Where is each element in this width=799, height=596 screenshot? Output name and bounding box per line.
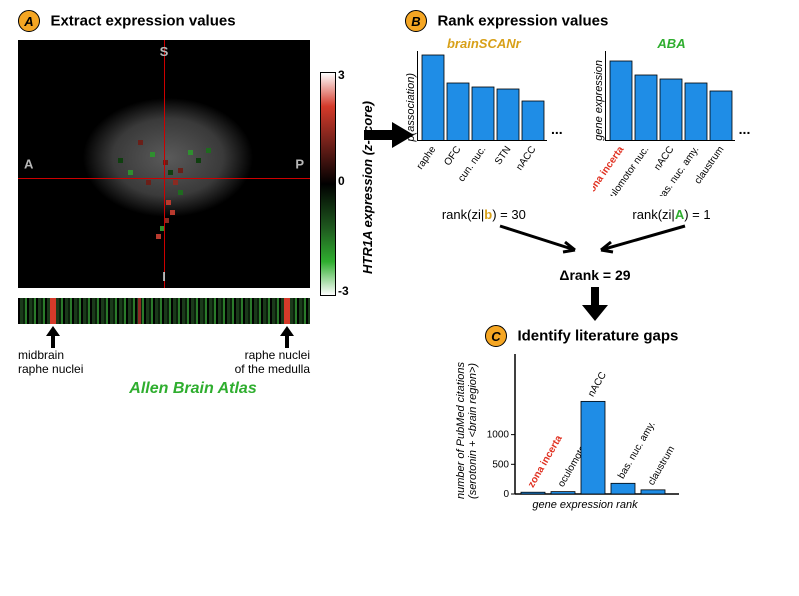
voxel (196, 158, 201, 163)
panel-c-xlabel: gene expression rank (495, 499, 675, 511)
panel-c-header: C Identify literature gaps (485, 325, 785, 347)
panel-a-header: A Extract expression values (18, 10, 368, 32)
panel-b-title: Rank expression values (437, 13, 608, 30)
voxel (173, 180, 178, 185)
voxel (170, 210, 175, 215)
voxel (168, 170, 173, 175)
converging-arrows (405, 222, 765, 262)
svg-text:nACC: nACC (652, 144, 676, 172)
svg-text:claustrum: claustrum (646, 444, 677, 487)
arrow-down-icon (582, 287, 608, 321)
expression-heatstrip (18, 298, 310, 324)
chart-aba: ABA gene expression ... zona incertaocul… (593, 36, 751, 222)
svg-text:nACC: nACC (586, 370, 609, 399)
brain-viewer: S I A P (18, 40, 310, 288)
colorbar-min: -3 (338, 284, 349, 298)
chart-brainscanr-xticks: rapheOFCcun. nuc.STNnACC (405, 141, 553, 196)
axis-p: P (295, 157, 304, 172)
crosshair-vertical (164, 40, 165, 288)
panel-c-bars: 05001000zona incertaoculomotor nuc.nACCb… (479, 349, 679, 499)
panel-c-title: Identify literature gaps (517, 328, 678, 345)
panel-c-badge: C (485, 325, 507, 347)
voxel (118, 158, 123, 163)
voxel (188, 150, 193, 155)
chart-aba-xticks: zona incertaoculomotor nuc.nACCbas. nuc.… (593, 141, 741, 196)
chart-aba-title: ABA (593, 36, 751, 51)
svg-text:nACC: nACC (514, 144, 538, 172)
svg-text:1000: 1000 (487, 430, 510, 441)
voxel (146, 180, 151, 185)
heat-left-label: midbrain raphe nuclei (18, 348, 158, 376)
ellipsis: ... (547, 121, 563, 141)
voxel (178, 190, 183, 195)
delta-rank: Δrank = 29 (405, 267, 785, 283)
panel-a-title: Extract expression values (50, 13, 235, 30)
panel-b-header: B Rank expression values (405, 10, 785, 32)
panel-c: C Identify literature gaps number of Pub… (405, 325, 785, 511)
rank-eq-b: rank(zi|b) = 30 (405, 207, 563, 222)
voxel (150, 152, 155, 157)
voxel (156, 234, 161, 239)
chart-aba-bars (605, 51, 735, 141)
arrow-up-icon (44, 326, 62, 348)
chart-brainscanr-title: brainSCANr (405, 36, 563, 51)
svg-text:500: 500 (493, 459, 510, 470)
panel-a: A Extract expression values S I A P 3 0 … (18, 10, 368, 398)
panel-b-badge: B (405, 10, 427, 32)
chart-brainscanr-ylabel: p(association) (405, 73, 417, 141)
chart-brainscanr: brainSCANr p(association) ... rapheOFCcu… (405, 36, 563, 222)
heat-left-pointer: midbrain raphe nuclei (18, 326, 158, 376)
panel-a-badge: A (18, 10, 40, 32)
svg-text:0: 0 (504, 489, 510, 499)
voxel (206, 148, 211, 153)
chart-brainscanr-bars (417, 51, 547, 141)
axis-i: I (162, 269, 166, 284)
colorbar-max: 3 (338, 68, 345, 82)
chart-aba-ylabel: gene expression (593, 60, 605, 141)
atlas-name: Allen Brain Atlas (18, 380, 368, 398)
heat-right-label: raphe nuclei of the medulla (170, 348, 310, 376)
ellipsis: ... (735, 121, 751, 141)
voxel (138, 140, 143, 145)
voxel (166, 200, 171, 205)
panel-b: B Rank expression values brainSCANr p(as… (405, 10, 785, 511)
axis-a: A (24, 157, 33, 172)
axis-s: S (160, 44, 169, 59)
colorbar-mid: 0 (338, 174, 345, 188)
voxel (128, 170, 133, 175)
svg-text:raphe: raphe (415, 144, 439, 172)
svg-text:STN: STN (493, 144, 513, 167)
heat-right-pointer: raphe nuclei of the medulla (170, 326, 310, 376)
panel-c-ylabel: number of PubMed citations (serotonin + … (455, 362, 479, 499)
rank-eq-a: rank(zi|A) = 1 (593, 207, 751, 222)
colorbar (320, 72, 336, 296)
arrow-up-icon (278, 326, 296, 348)
voxel (178, 168, 183, 173)
svg-text:OFC: OFC (442, 144, 463, 168)
colorbar-label: HTR1A expression (z-score) (360, 76, 376, 300)
